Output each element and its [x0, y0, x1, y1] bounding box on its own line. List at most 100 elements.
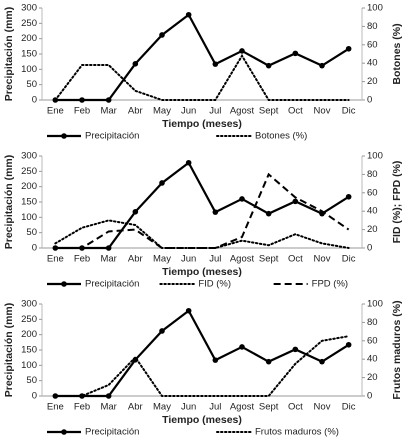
y-tick-label: 100 [21, 360, 37, 371]
x-tick-label: Jun [181, 402, 196, 413]
y2-tick-label: 60 [367, 39, 378, 50]
x-tick-label: Feb [74, 106, 90, 117]
y2-tick-label: 40 [367, 354, 378, 365]
y2-tick-label: 80 [367, 169, 378, 180]
legend-marker [61, 281, 67, 287]
y2-tick-label: 20 [367, 372, 378, 383]
x-tick-label: Oct [288, 254, 303, 265]
x-tick-label: Ene [47, 402, 64, 413]
series-marker [265, 210, 272, 217]
x-tick-label: Mar [100, 106, 116, 117]
x-tick-label: Sept [259, 106, 279, 117]
series-marker [239, 196, 245, 202]
x-tick-label: Abr [128, 106, 143, 117]
x-tick-label: Jun [181, 254, 196, 265]
x-tick-label: Ene [47, 106, 64, 117]
x-tick-label: May [153, 254, 171, 265]
series-marker [292, 50, 299, 57]
series-marker [212, 209, 219, 215]
legend-label: Frutos maduros (%) [255, 427, 339, 438]
series-marker [132, 209, 139, 215]
y-tick-label: 150 [21, 49, 37, 60]
y2-tick-label: 0 [367, 391, 372, 402]
legend-marker [61, 133, 67, 139]
series-marker [212, 61, 219, 67]
y-tick-label: 200 [21, 181, 37, 192]
y2-tick-label: 80 [367, 317, 378, 328]
x-tick-label: Abr [128, 402, 143, 413]
series-marker [212, 357, 219, 363]
x-tick-label: Oct [288, 402, 303, 413]
y-tick-label: 250 [21, 166, 37, 177]
y2-tick-label: 0 [367, 95, 372, 106]
x-tick-label: Nov [314, 106, 331, 117]
y2-tick-label: 40 [367, 58, 378, 69]
x-tick-label: Sept [259, 402, 279, 413]
series-marker [105, 97, 112, 103]
x-axis-title: Tiempo (meses) [162, 266, 242, 278]
y-tick-label: 100 [21, 64, 37, 75]
series-marker [292, 346, 299, 353]
x-tick-label: Jul [209, 402, 221, 413]
y2-tick-label: 100 [367, 299, 383, 310]
legend-marker [61, 429, 67, 435]
series-marker [105, 393, 112, 399]
x-tick-label: Dic [342, 106, 356, 117]
y-tick-label: 200 [21, 329, 37, 340]
x-tick-label: Agost [230, 254, 255, 265]
series-line [54, 219, 350, 249]
series-marker [345, 45, 352, 52]
series-marker [319, 62, 325, 69]
y2-tick-label: 60 [367, 335, 378, 346]
series-marker [265, 358, 272, 365]
y-tick-label: 300 [21, 3, 37, 14]
legend-label: Botones (%) [255, 131, 307, 142]
series-marker [185, 307, 192, 314]
x-tick-label: Feb [74, 254, 90, 265]
y-tick-label: 300 [21, 151, 37, 162]
series-marker [159, 32, 165, 38]
y2-tick-label: 60 [367, 187, 378, 198]
y-tick-label: 50 [26, 227, 37, 238]
series-line [55, 309, 350, 398]
y-tick-label: 150 [21, 345, 37, 356]
x-tick-label: May [153, 402, 171, 413]
x-tick-label: Dic [342, 402, 356, 413]
legend-label: Precipitación [85, 427, 139, 438]
y-tick-label: 200 [21, 33, 37, 44]
x-tick-label: Nov [314, 254, 331, 265]
y-tick-label: 0 [32, 95, 37, 106]
y2-tick-label: 100 [367, 3, 383, 14]
y2-axis-title: Frutos maduros (%) [391, 300, 403, 399]
y-tick-label: 0 [32, 243, 37, 254]
legend-label: FID (%) [198, 279, 231, 290]
y-tick-label: 50 [26, 375, 37, 386]
series-marker [345, 193, 352, 200]
series-line [54, 335, 350, 397]
y2-tick-label: 20 [367, 76, 378, 87]
x-tick-label: Jun [181, 106, 196, 117]
series-marker [185, 11, 192, 18]
x-tick-label: Feb [74, 402, 90, 413]
y-tick-label: 100 [21, 212, 37, 223]
y-tick-label: 50 [26, 79, 37, 90]
y-tick-label: 250 [21, 18, 37, 29]
y-axis-title: Precipitación (mm) [3, 7, 15, 102]
x-tick-label: Oct [288, 106, 303, 117]
y2-tick-label: 100 [367, 151, 383, 162]
legend-label: FPD (%) [312, 279, 348, 290]
x-tick-label: Agost [230, 402, 255, 413]
series-marker [265, 62, 272, 69]
x-tick-label: Agost [230, 106, 255, 117]
y-tick-label: 250 [21, 314, 37, 325]
x-tick-label: Abr [128, 254, 143, 265]
series-marker [159, 180, 165, 186]
series-marker [185, 159, 192, 166]
series-marker [79, 97, 85, 103]
series-marker [345, 341, 352, 348]
x-tick-label: Sept [259, 254, 279, 265]
x-tick-label: Mar [100, 402, 116, 413]
y2-axis-title: Botones (%) [391, 23, 403, 84]
y2-tick-label: 0 [367, 243, 372, 254]
